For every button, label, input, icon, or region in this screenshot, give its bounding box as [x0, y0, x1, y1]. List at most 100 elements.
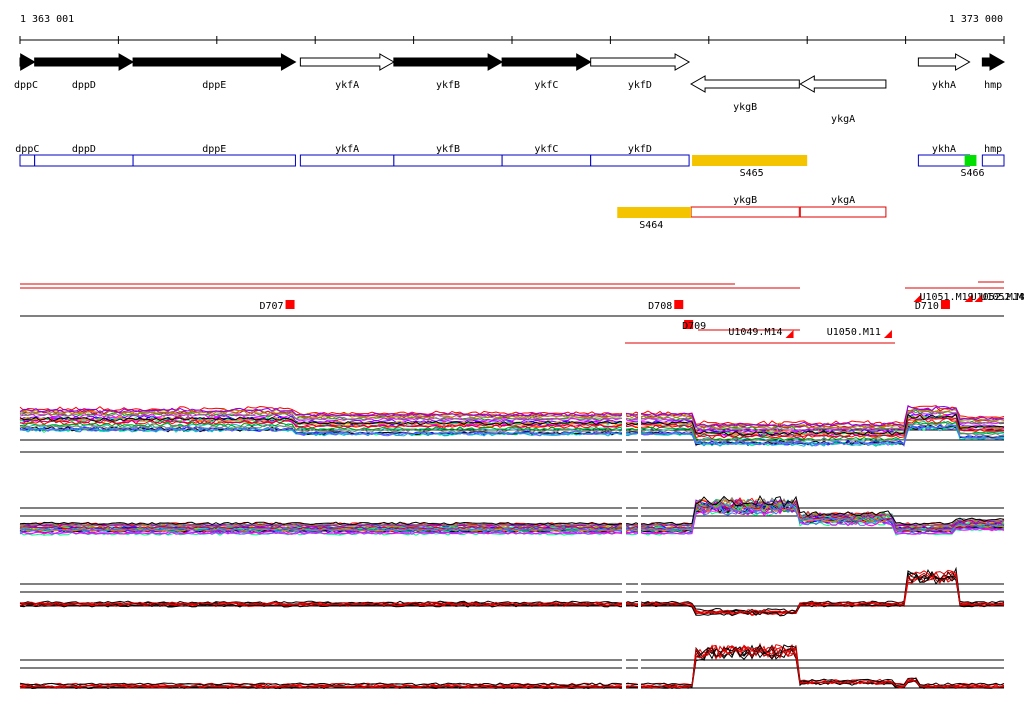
gap-marker: [638, 388, 641, 458]
gene-label-dppe: dppE: [202, 80, 226, 91]
segment-label-s465: S465: [740, 168, 764, 179]
annotation-label-hmp: hmp: [984, 144, 1002, 155]
antisense-label-ykgb: ykgB: [733, 195, 757, 206]
annotation-label-ykha: ykhA: [932, 144, 956, 155]
annotation-label-dppc: dppC: [15, 144, 39, 155]
gene-label-ykga: ykgA: [831, 114, 855, 125]
expression-trace: [19, 569, 1005, 614]
expression-panels: [19, 388, 1005, 714]
gene-arrow-dppd: [34, 53, 135, 71]
expression-trace: [19, 425, 1005, 447]
gene-label-ykfc: ykfC: [534, 80, 558, 91]
gene-label-ykfb: ykfB: [436, 80, 460, 91]
tile-label-u1052-m8: U1052.M8: [980, 292, 1024, 303]
annotation-box-ykfb: [393, 154, 503, 167]
annotation-box-ykha: [917, 154, 971, 167]
gene-label-hmp: hmp: [984, 80, 1002, 91]
gap-marker: [622, 488, 626, 558]
annotation-track: dppC dppD dppE ykfA ykfB ykfC ykfD ykhA hmp: [15, 144, 1005, 167]
expression-trace: [19, 572, 1005, 616]
annotation-box-ykfd: [590, 154, 690, 167]
marker-d710: [940, 300, 950, 309]
marker-label-d708: D708: [648, 301, 672, 312]
antisense-track: ykgB ykgA: [690, 195, 887, 218]
tile-flag-u1051-m19: [913, 294, 922, 302]
gene-label-ykfd: ykfD: [628, 80, 652, 91]
expression-trace: [19, 424, 1005, 446]
marker-track: D707 D708 D709 D710 U1049.M14 U1050.M11 U1051.…: [20, 281, 1024, 344]
gene-arrow-ykha: [917, 53, 971, 71]
tile-label-u1050-m11: U1050.M11: [827, 327, 881, 338]
gap-marker: [622, 564, 626, 634]
annotation-box-dppc: [19, 154, 36, 167]
gap-marker: [638, 488, 641, 558]
segment-s464: [617, 207, 692, 218]
tile-label-u1051-m19: U1051.M19: [919, 292, 973, 303]
expression-trace: [20, 416, 1005, 439]
tile-flag-u1050-m11: [883, 330, 892, 338]
gap-marker: [638, 646, 641, 714]
gene-arrow-ykfb: [393, 53, 504, 71]
annotation-label-ykfd: ykfD: [628, 144, 652, 155]
expression-trace: [20, 642, 1005, 687]
expression-trace: [19, 571, 1005, 617]
gap-marker: [622, 388, 626, 458]
segment-label-s466: S466: [960, 168, 984, 179]
antisense-label-ykga: ykgA: [831, 195, 855, 206]
gene-arrow-dppc: [19, 53, 36, 71]
antisense-box-ykga: [799, 206, 887, 218]
gene-arrow-dppe: [132, 53, 297, 71]
annotation-label-ykfc: ykfC: [534, 144, 558, 155]
marker-label-d709: D709: [682, 321, 706, 332]
gene-label-ykha: ykhA: [932, 80, 956, 91]
marker-label-d710: D710: [915, 301, 939, 312]
tile-flag-u1052-m8: [974, 294, 983, 302]
start-coordinate: 1 363 001: [20, 14, 74, 25]
annotation-box-hmp: [981, 154, 1005, 167]
expression-trace: [19, 644, 1005, 686]
marker-d707: [285, 300, 295, 309]
gene-track: dppC dppD dppE ykfA ykfB ykfC ykfD ykgB ykgA ykhA…: [14, 53, 1006, 125]
tile-label-u1052-m14: U1052.M14: [971, 292, 1024, 303]
expression-trace: [19, 495, 1005, 526]
expression-trace: [19, 644, 1005, 689]
gene-label-ykgb: ykgB: [733, 102, 757, 113]
gene-label-dppc: dppC: [14, 80, 38, 91]
gene-label-dppd: dppD: [72, 80, 96, 91]
marker-d708: [674, 300, 684, 309]
expression-trace: [19, 404, 1005, 428]
marker-label-d707: D707: [259, 301, 283, 312]
segment-track: S465 S466 S464: [617, 155, 985, 231]
expression-trace: [19, 413, 1005, 436]
gene-arrow-ykfc: [501, 53, 592, 71]
annotation-label-dppe: dppE: [202, 144, 226, 155]
annotation-box-dppd: [34, 154, 134, 167]
segment-s466: [964, 155, 977, 166]
end-coordinate: 1 373 000: [949, 14, 1003, 25]
marker-d709: [684, 320, 694, 329]
expression-trace: [19, 499, 1005, 530]
annotation-label-ykfb: ykfB: [436, 144, 460, 155]
antisense-box-ykgb: [690, 206, 800, 218]
annotation-box-ykfc: [501, 154, 592, 167]
gene-label-ykfa: ykfA: [335, 80, 359, 91]
ruler-ticks: [19, 36, 1005, 44]
expression-trace: [19, 570, 1005, 617]
annotation-label-ykfa: ykfA: [335, 144, 359, 155]
gene-arrow-ykfd: [590, 53, 691, 71]
coordinate-ruler: 1 363 001 1 373 000: [19, 14, 1005, 44]
tile-flag-u1049-m14: [785, 330, 794, 338]
annotation-box-ykfa: [299, 154, 395, 167]
gene-arrow-ykga: [799, 75, 887, 93]
gap-marker: [622, 646, 626, 714]
gene-arrow-ykfa: [299, 53, 395, 71]
expression-trace: [19, 502, 1005, 532]
annotation-box-dppe: [132, 154, 296, 167]
segment-s465: [692, 155, 808, 166]
gene-arrow-hmp: [981, 53, 1006, 71]
expression-trace: [19, 571, 1005, 615]
tile-label-u1049-m14: U1049.M14: [728, 327, 782, 338]
tile-flag-u1052-m14: [964, 294, 973, 302]
